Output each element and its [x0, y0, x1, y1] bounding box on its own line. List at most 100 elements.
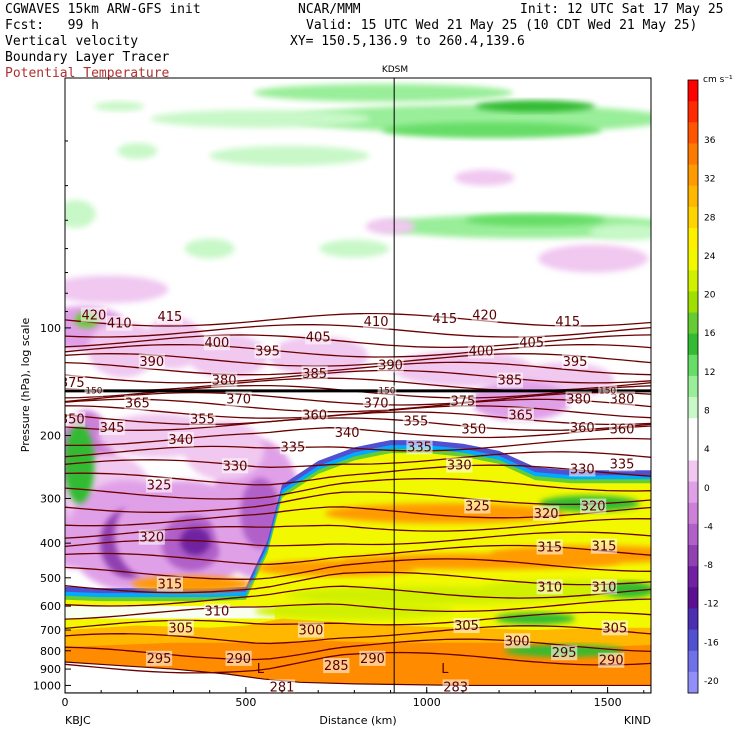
y-tick-label: 800 — [40, 645, 61, 658]
theta-label: 365 — [125, 396, 150, 411]
colorbar-label: 20 — [704, 291, 716, 301]
velocity-shading-blob — [65, 199, 96, 228]
theta-label: 335 — [280, 440, 305, 455]
x-right-station: KIND — [624, 714, 651, 727]
theta-label-bg — [138, 529, 165, 545]
header-field-vertical-velocity: Vertical velocity — [5, 34, 139, 49]
theta-label-bg — [301, 365, 328, 381]
colorbar-swatch — [688, 143, 698, 166]
theta-label-bg — [590, 538, 618, 554]
theta-contour — [65, 312, 651, 327]
header-field-tracer: Boundary Layer Tracer — [5, 50, 170, 65]
theta-label-bg — [203, 335, 231, 351]
y-tick-label: 400 — [40, 537, 61, 550]
theta-label-bg — [189, 411, 216, 427]
theta-label: 330 — [570, 462, 595, 477]
colorbar-swatch — [688, 671, 698, 694]
velocity-shading-blob — [365, 218, 416, 235]
y-axis-label: Pressure (hPa), log scale — [19, 318, 32, 453]
theta-contour — [65, 334, 651, 349]
theta-label: 330 — [447, 459, 472, 474]
theta-label: 290 — [599, 654, 624, 669]
theta-label-bg — [551, 645, 578, 661]
colorbar-swatch — [688, 333, 698, 356]
velocity-shading-blob — [150, 109, 371, 128]
colorbar-unit: cm s⁻¹ — [703, 75, 733, 85]
theta-label: 150 — [599, 386, 616, 396]
colorbar-label: -12 — [704, 600, 719, 610]
header-valid-time: Valid: 15 UTC Wed 21 May 25 (10 CDT Wed … — [306, 18, 698, 33]
colorbar-swatch — [688, 164, 698, 187]
colorbar-swatch — [688, 291, 698, 314]
y-tick-label: 300 — [40, 492, 61, 505]
theta-label-bg — [565, 391, 592, 407]
colorbar-swatch — [688, 270, 698, 292]
theta-label: 410 — [364, 315, 389, 330]
colorbar-swatch — [688, 608, 698, 631]
theta-label-bg — [98, 420, 126, 436]
colorbar-swatch — [688, 481, 698, 504]
theta-label: 305 — [602, 621, 627, 636]
y-tick-label: 700 — [40, 624, 61, 637]
velocity-shading-blob — [381, 122, 602, 139]
theta-label-bg — [203, 603, 231, 619]
theta-label: 385 — [498, 374, 523, 389]
colorbar-swatch — [688, 523, 698, 546]
theta-label: 300 — [505, 634, 530, 649]
theta-label: 325 — [147, 478, 172, 493]
colorbar-label: 4 — [704, 445, 710, 455]
theta-label-bg — [362, 314, 390, 330]
colorbar-label: -4 — [704, 522, 713, 532]
theta-label-bg — [598, 652, 625, 668]
theta-contour — [65, 558, 651, 580]
velocity-shading-blob — [253, 83, 514, 102]
theta-label-bg — [301, 407, 328, 423]
theta-contour — [65, 625, 651, 645]
theta-label: 335 — [610, 457, 635, 472]
theta-label: 285 — [324, 659, 349, 674]
colorbar-swatch — [688, 185, 698, 208]
x-left-station: KBJC — [65, 714, 91, 727]
theta-label: 350 — [461, 423, 486, 438]
theta-label: 375 — [60, 376, 85, 391]
theta-label-bg — [449, 393, 476, 409]
theta-label-bg — [145, 650, 173, 666]
velocity-shading-blob — [538, 244, 649, 273]
colorbar-label: 28 — [704, 213, 716, 223]
theta-label-bg — [590, 579, 618, 595]
colorbar-swatch — [688, 397, 698, 419]
theta-label: 380 — [566, 392, 591, 407]
theta-label-bg — [536, 579, 563, 595]
colorbar-swatch — [688, 418, 698, 440]
theta-label-bg — [569, 420, 596, 436]
colorbar-swatch — [688, 439, 698, 461]
theta-label-bg — [305, 329, 332, 345]
colorbar-swatch — [688, 101, 698, 123]
theta-label: 390 — [139, 355, 164, 370]
theta-label: 400 — [205, 336, 230, 351]
colorbar-swatch — [688, 227, 698, 250]
tracer-low-west — [65, 606, 275, 619]
theta-label-bg — [124, 395, 151, 411]
theta-label-bg — [268, 679, 296, 693]
theta-label-bg — [467, 343, 495, 359]
theta-label: 340 — [335, 426, 360, 441]
theta-label: 360 — [610, 423, 635, 438]
theta-label-bg — [471, 307, 498, 323]
header-organization: NCAR/MMM — [298, 2, 361, 17]
theta-label: 290 — [226, 652, 251, 667]
colorbar-frame — [687, 79, 699, 694]
x-axis-label: Distance (km) — [319, 714, 396, 727]
colorbar-swatch — [688, 460, 698, 483]
colorbar-label: 12 — [704, 368, 715, 378]
theta-label-bg — [362, 395, 390, 411]
theta-label: 370 — [226, 392, 251, 407]
theta-label: 320 — [534, 507, 559, 522]
theta-label: 320 — [139, 531, 164, 546]
theta-label-bg — [323, 658, 350, 674]
colorbar-swatch — [688, 545, 698, 567]
theta-label: 315 — [537, 540, 562, 555]
y-tick-label: 500 — [40, 572, 61, 585]
theta-label: 360 — [302, 408, 327, 423]
theta-label-bg — [156, 309, 183, 325]
